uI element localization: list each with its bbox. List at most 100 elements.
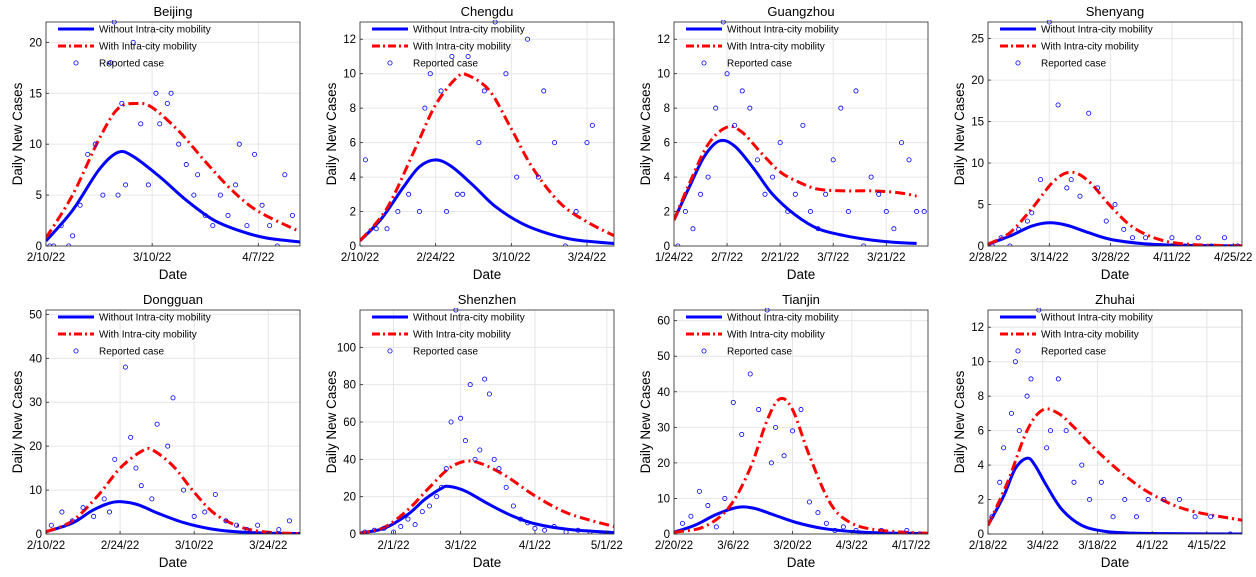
x-tick-label: 2/18/22 xyxy=(969,540,1007,552)
chart-title: Dongguan xyxy=(143,292,203,307)
without-mobility-line xyxy=(360,484,614,534)
legend-reported-swatch xyxy=(73,348,79,354)
y-tick-label: 10 xyxy=(343,69,356,81)
y-tick-label: 6 xyxy=(978,426,984,438)
x-axis-label: Date xyxy=(159,267,188,282)
x-tick-label: 4/7/22 xyxy=(242,252,274,264)
chart-panel-dongguan: 2/10/22 2/24/22 3/10/22 3/24/22 0 10 20 30 40 50 D… xyxy=(10,292,301,570)
reported-case-marker xyxy=(59,509,65,515)
y-tick-label: 12 xyxy=(971,322,984,334)
legend-without-label: Without Intra-city mobility xyxy=(727,25,839,36)
y-tick-label: 0 xyxy=(350,529,356,541)
plot-area xyxy=(46,310,300,534)
y-axis-label: Daily New Cases xyxy=(10,82,25,185)
reported-case-marker xyxy=(191,192,197,198)
x-tick-label: 4/1/22 xyxy=(519,540,551,552)
x-axis-label: Date xyxy=(787,267,816,282)
reported-case-marker xyxy=(462,438,468,444)
reported-case-marker xyxy=(282,172,288,178)
chart-panel-shenyang: 2/28/22 3/14/22 3/28/22 4/11/22 4/25/22 0 5 10 1… xyxy=(952,4,1252,282)
reported-case-marker xyxy=(1195,235,1201,241)
reported-case-marker xyxy=(1192,514,1198,520)
reported-case-marker xyxy=(1112,202,1118,208)
reported-case-marker xyxy=(467,382,473,388)
reported-case-marker xyxy=(373,226,379,232)
legend-without-label: Without Intra-city mobility xyxy=(1041,313,1153,324)
reported-case-marker xyxy=(1133,514,1139,520)
reported-case-marker xyxy=(914,209,920,215)
legend-reported-label: Reported case xyxy=(99,347,164,358)
y-tick-label: 0 xyxy=(36,241,42,253)
reported-case-marker xyxy=(460,191,466,197)
x-tick-label: 2/10/22 xyxy=(27,540,65,552)
reported-case-marker xyxy=(713,105,719,111)
x-tick-label: 4/25/22 xyxy=(1214,252,1252,264)
reported-case-marker xyxy=(800,122,806,128)
reported-case-marker xyxy=(532,525,538,531)
reported-case-marker xyxy=(422,105,428,111)
reported-case-marker xyxy=(1161,497,1167,503)
reported-case-marker xyxy=(1176,497,1182,503)
x-tick-label: 2/10/22 xyxy=(27,252,65,264)
with-mobility-line xyxy=(46,446,300,534)
reported-case-marker xyxy=(906,157,912,163)
x-tick-label: 3/28/22 xyxy=(1091,252,1129,264)
y-tick-label: 10 xyxy=(657,69,670,81)
chart-title: Beijing xyxy=(153,4,192,19)
y-tick-label: 12 xyxy=(343,34,356,46)
legend-with-label: With Intra-city mobility xyxy=(727,330,825,341)
plot-area xyxy=(988,22,1242,246)
x-tick-label: 3/18/22 xyxy=(1078,540,1116,552)
reported-case-marker xyxy=(212,491,218,497)
with-mobility-line xyxy=(360,459,614,534)
reported-case-marker xyxy=(395,209,401,215)
reported-case-marker xyxy=(454,191,460,197)
reported-case-marker xyxy=(477,447,483,453)
reported-case-marker xyxy=(762,191,768,197)
reported-case-marker xyxy=(412,522,418,528)
axes-box xyxy=(673,309,929,535)
legend-reported-label: Reported case xyxy=(727,347,792,358)
legend-without-label: Without Intra-city mobility xyxy=(99,25,211,36)
reported-case-marker xyxy=(891,226,897,232)
y-tick-label: 60 xyxy=(657,316,670,328)
series-group xyxy=(674,20,927,246)
legend-without-label: Without Intra-city mobility xyxy=(413,313,525,324)
reported-case-marker xyxy=(157,121,163,127)
without-mobility-line xyxy=(988,221,1242,246)
reported-case-marker xyxy=(1122,497,1128,503)
reported-case-marker xyxy=(416,209,422,215)
legend-reported-swatch xyxy=(387,348,393,354)
y-tick-label: 40 xyxy=(29,353,42,365)
y-tick-label: 6 xyxy=(664,138,670,150)
reported-case-marker xyxy=(883,209,889,215)
reported-case-marker xyxy=(77,202,83,208)
reported-case-marker xyxy=(217,192,223,198)
legend-reported-label: Reported case xyxy=(99,59,164,70)
y-tick-label: 15 xyxy=(29,88,42,100)
reported-case-marker xyxy=(551,524,557,530)
series-group xyxy=(674,308,928,534)
reported-case-marker xyxy=(1029,210,1035,216)
plot-area xyxy=(360,22,614,246)
y-tick-label: 10 xyxy=(971,357,984,369)
legend-reported-label: Reported case xyxy=(1041,59,1106,70)
legend-with-label: With Intra-city mobility xyxy=(1041,42,1139,53)
reported-case-marker xyxy=(518,516,524,522)
chart-panel-zhuhai: 2/18/22 3/4/22 3/18/22 4/1/22 4/15/22 0 2 4 6 8 10… xyxy=(952,292,1243,570)
reported-case-marker xyxy=(525,36,531,42)
reported-case-marker xyxy=(244,527,250,533)
reported-case-marker xyxy=(458,415,464,421)
y-tick-label: 0 xyxy=(664,529,670,541)
legend-without-label: Without Intra-city mobility xyxy=(99,313,211,324)
x-tick-label: 2/1/22 xyxy=(378,540,410,552)
reported-case-marker xyxy=(128,434,134,440)
reported-case-marker xyxy=(244,223,250,229)
reported-case-marker xyxy=(427,71,433,77)
reported-case-marker xyxy=(1094,185,1100,191)
x-tick-label: 5/1/22 xyxy=(591,540,623,552)
legend: Without Intra-city mobility With Intra-ci… xyxy=(58,25,211,70)
reported-case-marker xyxy=(267,223,273,229)
x-tick-label: 4/15/22 xyxy=(1188,540,1226,552)
